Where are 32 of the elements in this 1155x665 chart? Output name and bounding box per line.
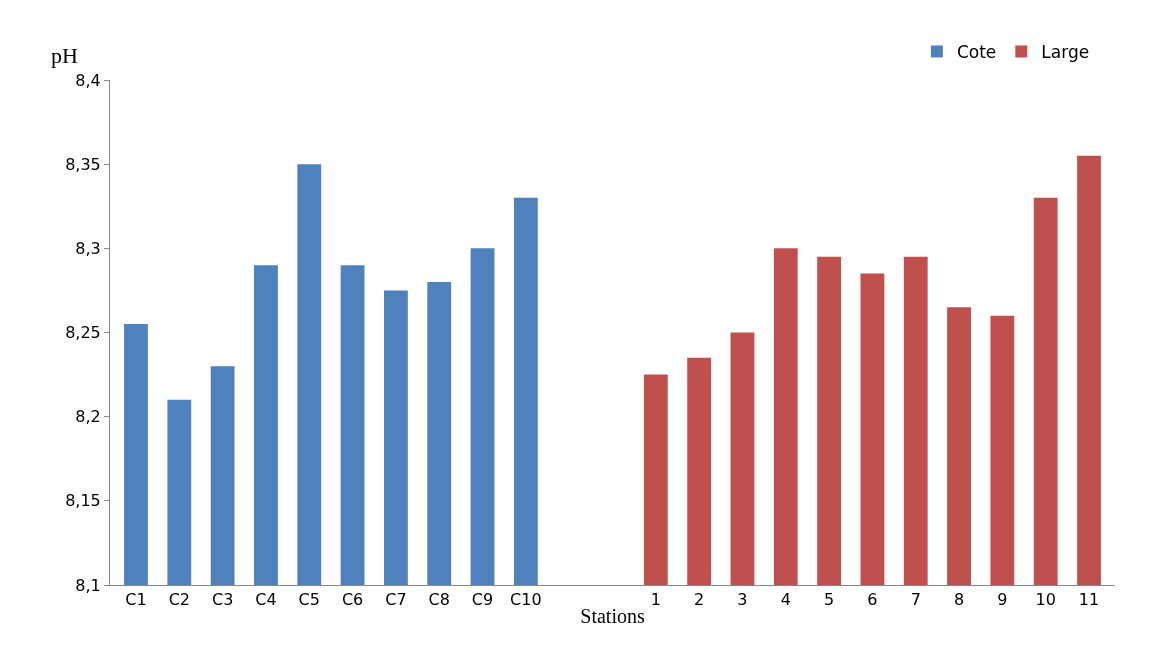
x-tick-label: C3 [211, 590, 234, 610]
x-tick-label: C8 [428, 590, 450, 610]
x-tick-label: C6 [341, 590, 364, 610]
x-tick-label: 11 [1078, 590, 1100, 610]
x-axis-title: Stations [580, 604, 645, 627]
y-axis-title: pH [51, 43, 78, 68]
legend-label: Cote [956, 42, 997, 63]
x-tick-label: C1 [125, 590, 147, 610]
x-tick-label: 5 [824, 590, 835, 610]
y-tick-label: 8,25 [65, 323, 101, 343]
y-tick-label: 8,1 [75, 575, 101, 595]
x-tick-label: C9 [471, 590, 494, 610]
x-tick-label: C5 [298, 590, 320, 610]
y-tick-label: 8,2 [75, 407, 101, 427]
x-tick-label: 3 [737, 590, 748, 610]
x-tick-label: C10 [510, 590, 542, 610]
x-tick-label: C2 [168, 590, 190, 610]
x-tick-label: 2 [694, 590, 705, 610]
x-tick-label: 10 [1035, 590, 1056, 610]
x-tick-label: 7 [910, 590, 921, 610]
x-tick-label: 1 [650, 590, 661, 610]
legend-label: Large [1041, 42, 1090, 63]
x-tick-label: 6 [867, 590, 878, 610]
y-tick-label: 8,35 [65, 154, 101, 174]
x-tick-label: C7 [385, 590, 407, 610]
y-tick-label: 8,3 [75, 238, 101, 258]
x-tick-label: 8 [953, 590, 965, 610]
y-tick-label: 8,4 [75, 70, 101, 90]
x-tick-label: C4 [255, 590, 277, 610]
x-tick-label: 9 [997, 590, 1008, 610]
y-tick-label: 8,15 [65, 491, 101, 511]
x-tick-label: 4 [780, 590, 791, 610]
